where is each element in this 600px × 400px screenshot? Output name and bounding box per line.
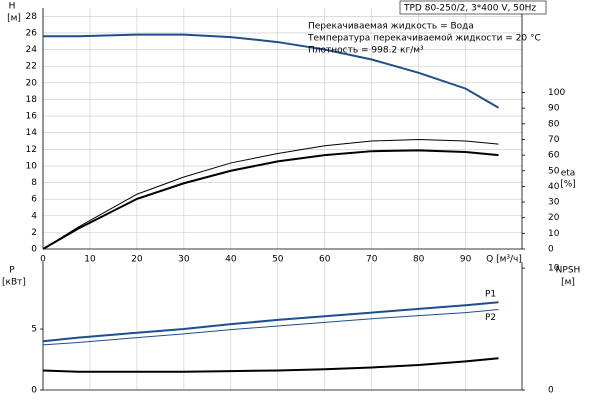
y-axis-label: P [9,266,15,276]
x-tick-label: 50 [272,255,284,265]
y2-tick-label: 90 [548,104,560,114]
x-tick-label: 10 [84,255,96,265]
y-tick-label: 28 [26,12,38,22]
y-tick-label: 2 [31,228,37,238]
x-tick-label: 20 [131,255,143,265]
curve [42,138,499,250]
y2-axis-label: NPSH [556,266,581,276]
curve-label: P1 [485,290,496,300]
x-axis-label: Q [м³/ч] [486,255,522,265]
y-tick-label: 0 [31,386,37,396]
x-tick-label: 80 [413,255,425,265]
info-line: Температура перекачиваемой жидкости = 20… [307,34,541,44]
curve [42,149,499,250]
y-tick-label: 16 [26,112,38,122]
curve [42,357,499,373]
y-axis-unit: [м] [7,14,21,24]
y-tick-label: 4 [31,211,37,221]
y-axis-unit: [кВт] [2,278,26,288]
y2-tick-label: 100 [548,88,565,98]
curve-label: P2 [485,313,496,323]
y2-axis-label: eta [561,169,576,179]
y2-axis-unit: [м] [561,278,575,288]
x-tick-label: 70 [366,255,378,265]
y-tick-label: 5 [31,325,37,335]
y-tick-label: 0 [31,245,37,255]
x-tick-label: 60 [319,255,331,265]
y2-tick-label: 0 [548,386,554,396]
y-tick-label: 8 [31,178,37,188]
y2-axis-unit: [%] [560,180,576,190]
curve [42,309,499,346]
y-axis-label: H [9,2,16,12]
x-tick-label: 90 [460,255,472,265]
curve [42,301,499,343]
y-tick-label: 10 [26,161,38,171]
y2-tick-label: 20 [548,213,560,223]
y2-tick-label: 50 [548,166,560,176]
x-tick-label: 0 [40,255,46,265]
y-tick-label: 6 [31,195,37,205]
title-box [399,0,547,15]
y-tick-label: 18 [26,95,38,105]
y-tick-label: 14 [26,128,38,138]
title: TPD 80-250/2, 3*400 V, 50Hz [403,4,536,14]
x-tick-label: 40 [225,255,237,265]
y2-tick-label: 10 [548,264,560,274]
y2-tick-label: 70 [548,135,560,145]
y-tick-label: 22 [26,62,37,72]
info-line: Перекачиваемая жидкость = Вода [308,22,474,32]
y-tick-label: 12 [26,145,37,155]
y2-tick-label: 10 [548,229,560,239]
y2-tick-label: 60 [548,151,560,161]
y-tick-label: 20 [26,78,38,88]
y2-tick-label: 0 [548,245,554,255]
y2-tick-label: 30 [548,198,560,208]
y-tick-label: 24 [26,45,38,55]
y2-tick-label: 40 [548,182,560,192]
x-tick-label: 30 [178,255,190,265]
info-line: Плотность = 998.2 кг/м³ [308,46,424,56]
curve [43,33,500,109]
y-tick-label: 26 [26,28,38,38]
y2-tick-label: 80 [548,119,560,129]
